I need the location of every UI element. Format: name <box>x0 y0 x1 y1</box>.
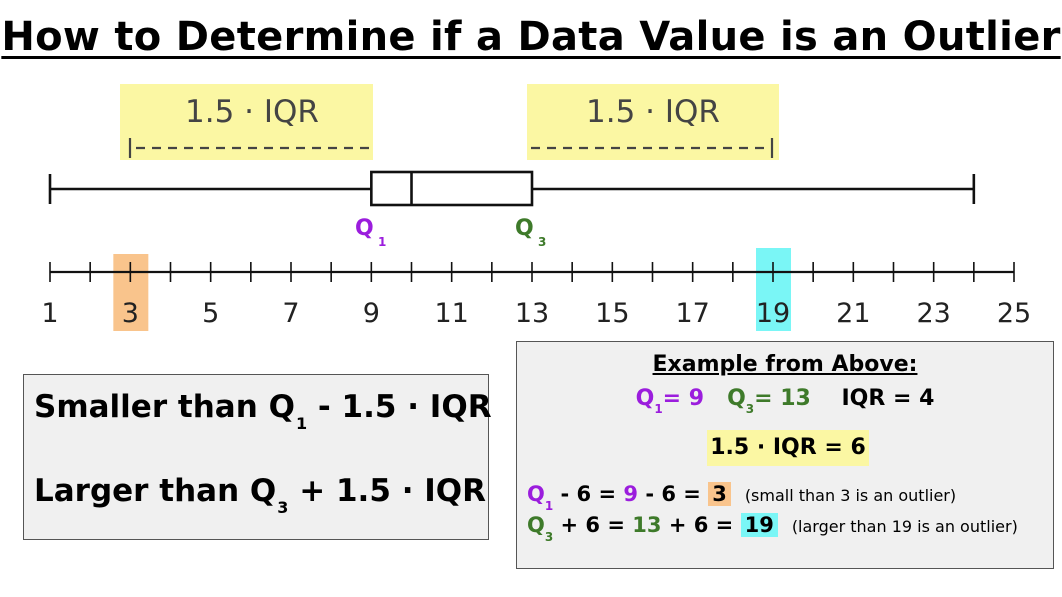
example-q3-value: = 13 <box>754 386 811 411</box>
rule-larger: Larger than Q3 + 1.5 · IQR <box>34 473 487 517</box>
tick-label: 19 <box>756 298 790 329</box>
iqr-box <box>370 170 534 207</box>
tick-label: 1 <box>41 298 58 329</box>
tick-label: 7 <box>282 298 299 329</box>
rule-smaller-rest: - 1.5 · IQR <box>307 389 492 425</box>
rule-larger-text: Larger than Q <box>34 473 277 509</box>
page-title: How to Determine if a Data Value is an O… <box>1 14 1061 60</box>
high-fence-result: 19 <box>740 513 778 537</box>
svg-text:1: 1 <box>378 235 386 249</box>
tick-label: 3 <box>122 298 139 329</box>
right-iqr-dashed-extent <box>531 138 774 158</box>
high-calc-val: 13 <box>632 513 662 537</box>
high-calc-mid2: + 6 = <box>661 513 741 537</box>
high-fence-calc: Q3 + 6 = 13 + 6 = 19 (larger than 19 is a… <box>527 513 1018 544</box>
tick-label: 23 <box>916 298 950 329</box>
low-calc-mid2: - 6 = <box>638 482 709 506</box>
example-q1-sub: 1 <box>654 402 663 416</box>
rule-smaller: Smaller than Q1 - 1.5 · IQR <box>34 389 492 433</box>
right-iqr-label: 1.5 · IQR <box>586 94 720 130</box>
example-q1-letter: Q <box>635 386 655 411</box>
tick-label: 25 <box>997 298 1031 329</box>
example-q3-letter: Q <box>727 386 746 411</box>
high-calc-q: Q <box>527 513 545 537</box>
high-calc-mid: + 6 = <box>553 513 633 537</box>
rule-larger-rest: + 1.5 · IQR <box>288 473 487 509</box>
low-fence-result: 3 <box>708 482 731 506</box>
tick-label: 17 <box>675 298 709 329</box>
box-plot <box>48 170 976 207</box>
example-iqr-scaled: 1.5 · IQR = 6 <box>707 430 869 466</box>
example-q1-value: = 9 <box>662 386 705 411</box>
low-fence-note: (small than 3 is an outlier) <box>744 486 957 505</box>
low-calc-val: 9 <box>623 482 639 506</box>
rule-smaller-sub: 1 <box>295 414 308 433</box>
low-calc-mid: - 6 = <box>553 482 624 506</box>
tick-label: 5 <box>202 298 219 329</box>
tick-label: 13 <box>515 298 549 329</box>
q1-label: Q 1 <box>355 216 386 249</box>
high-calc-sub: 3 <box>544 530 554 544</box>
example-iqr: IQR = 4 <box>841 386 935 411</box>
outlier-high-highlight <box>756 248 791 331</box>
rule-larger-sub: 3 <box>277 498 289 517</box>
high-fence-note: (larger than 19 is an outlier) <box>791 517 1018 536</box>
number-line: 1 3 5 7 9 11 13 15 17 19 21 23 25 <box>41 248 1031 331</box>
tick-label: 15 <box>595 298 629 329</box>
svg-text:Q: Q <box>515 216 534 241</box>
svg-text:3: 3 <box>538 235 546 249</box>
example-box: Example from Above: Q1= 9 Q3= 13 IQR = 4… <box>516 341 1054 569</box>
rule-smaller-text: Smaller than Q <box>34 389 295 425</box>
outlier-rules-box: Smaller than Q1 - 1.5 · IQR Larger than … <box>23 374 492 540</box>
low-fence-calc: Q1 - 6 = 9 - 6 = 3 (small than 3 is an ou… <box>527 482 957 513</box>
tick-label: 9 <box>363 298 380 329</box>
example-heading: Example from Above: <box>652 352 918 377</box>
left-iqr-label: 1.5 · IQR <box>185 94 319 130</box>
left-iqr-dashed-extent <box>128 138 370 158</box>
box-plot-diagram: 1.5 · IQR 1.5 · IQR Q 1 Q 3 1 3 5 7 9 11 13 15 1… <box>41 84 1031 331</box>
example-values: Q1= 9 Q3= 13 IQR = 4 <box>517 386 1053 416</box>
svg-text:Q: Q <box>355 216 374 241</box>
tick-label: 11 <box>434 298 468 329</box>
low-calc-q: Q <box>527 482 545 506</box>
tick-label: 21 <box>836 298 870 329</box>
example-q3-sub: 3 <box>745 402 755 416</box>
low-calc-sub: 1 <box>544 499 554 513</box>
q3-label: Q 3 <box>515 216 546 249</box>
